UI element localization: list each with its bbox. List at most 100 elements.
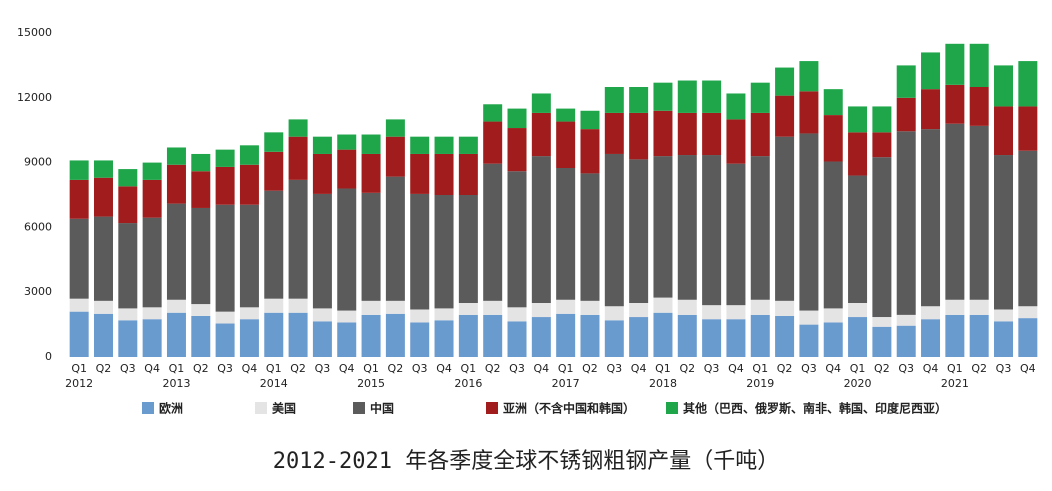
bar-segment xyxy=(458,195,478,303)
bar-segment xyxy=(69,218,89,299)
bar-segment xyxy=(166,147,186,165)
bar-segment xyxy=(921,52,941,90)
bar-segment xyxy=(775,300,795,316)
y-tick-label: 12000 xyxy=(17,91,52,104)
bar-segment xyxy=(604,153,624,307)
bar-segment xyxy=(507,307,527,322)
bar-segment xyxy=(361,314,381,357)
bar-segment xyxy=(69,311,89,357)
bar-segment xyxy=(1018,150,1038,307)
bar-segment xyxy=(872,106,892,133)
bar-segment xyxy=(945,123,965,300)
x-tick-label: Q3 xyxy=(217,362,233,375)
bar-segment xyxy=(361,153,381,193)
bar-segment xyxy=(702,112,722,156)
legend-swatch xyxy=(353,402,365,414)
year-label: 2020 xyxy=(844,377,872,390)
bar-segment xyxy=(945,314,965,357)
bar-segment xyxy=(215,323,235,357)
bar-segment xyxy=(872,132,892,158)
bar-segment xyxy=(483,163,503,301)
bar-segment xyxy=(312,308,332,322)
x-tick-label: Q4 xyxy=(144,362,160,375)
bar-segment xyxy=(410,193,430,310)
bar-segment xyxy=(677,299,697,315)
x-tick-label: Q1 xyxy=(169,362,185,375)
bar-segment xyxy=(896,325,916,357)
bar-segment xyxy=(264,132,284,152)
bar-segment xyxy=(215,204,235,312)
bar-segment xyxy=(239,145,259,165)
legend-label: 其他（巴西、俄罗斯、南非、韩国、印度尼西亚） xyxy=(683,401,947,416)
bar-segment xyxy=(191,153,211,172)
year-label: 2021 xyxy=(941,377,969,390)
bar-segment xyxy=(507,128,527,172)
bar-segment xyxy=(264,190,284,299)
bar-segment xyxy=(312,136,332,154)
chart-title: 2012-2021 年各季度全球不锈钢粗钢产量（千吨） xyxy=(273,449,779,474)
x-tick-label: Q2 xyxy=(193,362,209,375)
year-label: 2018 xyxy=(649,377,677,390)
bar-segment xyxy=(1018,306,1038,319)
bar-segment xyxy=(969,314,989,357)
bar-segment xyxy=(69,160,89,180)
bar-segment xyxy=(312,153,332,194)
bar-segment xyxy=(191,315,211,357)
bar-segment xyxy=(507,108,527,129)
bar-segment xyxy=(823,115,843,162)
bar-segment xyxy=(239,307,259,320)
x-tick-label: Q1 xyxy=(752,362,768,375)
bar-segment xyxy=(653,82,673,111)
bar-segment xyxy=(750,156,770,300)
bar-segment xyxy=(969,87,989,126)
bar-segment xyxy=(994,106,1014,156)
x-tick-label: Q4 xyxy=(923,362,939,375)
bar-segment xyxy=(531,317,551,357)
x-tick-label: Q1 xyxy=(850,362,866,375)
bar-segment xyxy=(726,305,746,320)
bar-segment xyxy=(823,89,843,116)
bar-segment xyxy=(580,314,600,357)
bar-segment xyxy=(361,300,381,315)
bar-segment xyxy=(118,308,138,321)
bar-segment xyxy=(385,119,405,137)
bar-segment xyxy=(434,308,454,321)
bar-segment xyxy=(775,315,795,357)
bar-segment xyxy=(385,176,405,301)
bar-segment xyxy=(142,162,162,180)
bar-segment xyxy=(69,298,89,312)
legend-swatch xyxy=(666,402,678,414)
bar-segment xyxy=(531,93,551,113)
bar-segment xyxy=(823,161,843,309)
bar-segment xyxy=(872,317,892,327)
y-tick-label: 0 xyxy=(45,350,52,363)
x-tick-label: Q4 xyxy=(242,362,258,375)
x-tick-label: Q1 xyxy=(558,362,574,375)
bar-segment xyxy=(118,186,138,224)
year-label: 2013 xyxy=(162,377,190,390)
x-tick-label: Q2 xyxy=(777,362,793,375)
x-tick-label: Q3 xyxy=(801,362,817,375)
bar-segment xyxy=(799,61,819,92)
bar-segment xyxy=(1018,106,1038,151)
bar-segment xyxy=(653,312,673,357)
bar-segment xyxy=(483,121,503,164)
bar-segment xyxy=(191,304,211,316)
bar-segment xyxy=(483,300,503,315)
bar-segment xyxy=(896,314,916,326)
bar-segment xyxy=(239,164,259,205)
legend-label: 亚洲（不含中国和韩国） xyxy=(503,401,635,416)
bar-segment xyxy=(848,303,868,318)
bar-segment xyxy=(337,134,357,150)
bar-segment xyxy=(799,310,819,325)
bar-segment xyxy=(93,300,113,314)
bar-segment xyxy=(288,298,308,313)
bar-segment xyxy=(629,112,649,160)
x-tick-label: Q1 xyxy=(71,362,87,375)
bar-segment xyxy=(921,89,941,130)
bar-segment xyxy=(580,110,600,130)
bar-segment xyxy=(312,321,332,357)
bar-segment xyxy=(677,80,697,113)
bar-segment xyxy=(410,136,430,154)
bar-segment xyxy=(750,112,770,157)
